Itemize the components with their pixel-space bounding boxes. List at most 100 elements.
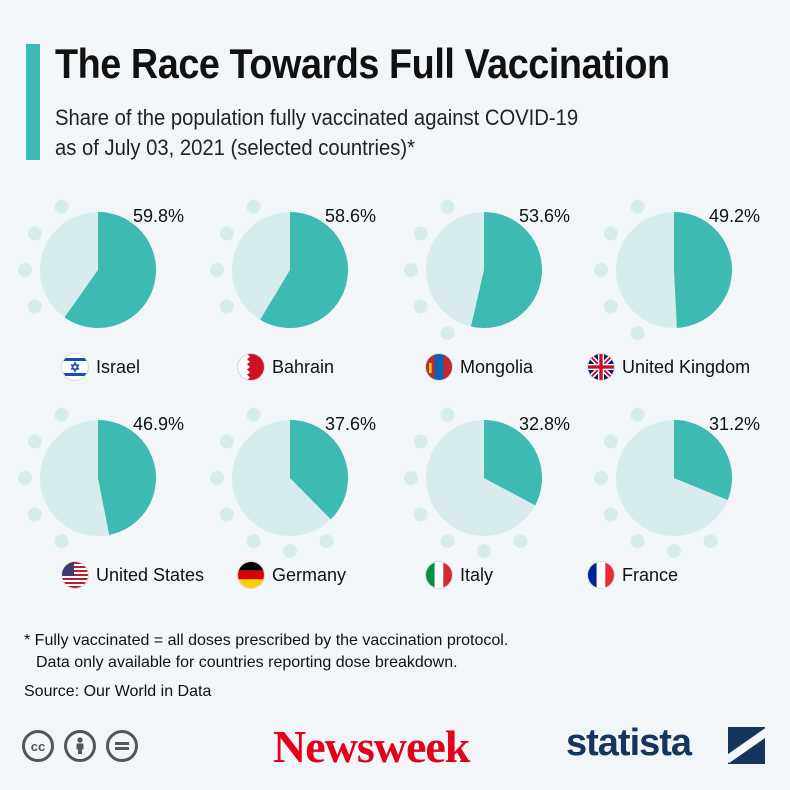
no-derivatives-icon[interactable]: [106, 730, 138, 762]
vaccination-pie-charts: 59.8% 58.6% 53.6% 49.2% 46.9% 37.6% 32.8% 31.2%: [18, 199, 760, 558]
decorative-dot: [246, 199, 261, 214]
decorative-dot: [603, 226, 618, 241]
decorative-dot: [404, 263, 418, 277]
data-label: 59.8%: [133, 206, 184, 226]
page-subtitle: Share of the population fully vaccinated…: [55, 103, 699, 163]
pie-germany: 37.6%: [210, 407, 376, 558]
accent-bar: [26, 44, 40, 160]
pie-slice-vaccinated: [98, 420, 157, 535]
decorative-dot: [319, 534, 334, 549]
pie-slice-vaccinated: [64, 212, 156, 328]
decorative-dot: [283, 544, 297, 558]
mongolia-flag: [426, 354, 452, 380]
pie-israel: 59.8%: [18, 199, 184, 328]
pie-slice-vaccinated: [260, 212, 348, 328]
country-name: United States: [96, 564, 205, 585]
country-name: United Kingdom: [622, 356, 751, 377]
decorative-dot: [603, 434, 618, 449]
decorative-dot: [630, 407, 645, 422]
country-label: United Kingdom: [588, 354, 750, 380]
italy-flag: [426, 562, 452, 588]
country-label: France: [588, 562, 678, 588]
decorative-dot: [513, 534, 528, 549]
decorative-dot: [246, 534, 261, 549]
decorative-dot: [210, 263, 224, 277]
newsweek-logo[interactable]: Newsweek: [273, 721, 470, 772]
decorative-dot: [603, 299, 618, 314]
attribution-icon[interactable]: [64, 730, 96, 762]
decorative-dot: [219, 434, 234, 449]
decorative-dot: [27, 299, 42, 314]
country-name: Italy: [460, 564, 494, 585]
data-label: 37.6%: [325, 414, 376, 434]
decorative-dot: [210, 471, 224, 485]
country-name: Germany: [272, 564, 347, 585]
bahrain-flag: [238, 354, 264, 380]
pie-slice-vaccinated: [470, 212, 542, 328]
decorative-dot: [27, 507, 42, 522]
decorative-dot: [413, 226, 428, 241]
country-label: Israel: [62, 354, 140, 380]
data-label: 58.6%: [325, 206, 376, 226]
pie-mongolia: 53.6%: [404, 199, 570, 341]
footnote: * Fully vaccinated = all doses prescribe…: [24, 630, 764, 674]
decorative-dot: [667, 544, 681, 558]
decorative-dot: [54, 199, 69, 214]
pie-united-kingdom: 49.2%: [594, 199, 760, 341]
footnote-line-1: * Fully vaccinated = all doses prescribe…: [24, 632, 509, 649]
country-label: Bahrain: [238, 354, 334, 380]
data-label: 53.6%: [519, 206, 570, 226]
country-label: Germany: [238, 562, 346, 588]
decorative-dot: [703, 534, 718, 549]
decorative-dot: [413, 299, 428, 314]
country-label: United States: [62, 562, 204, 588]
decorative-dot: [440, 407, 455, 422]
country-name: Bahrain: [272, 356, 335, 377]
decorative-dot: [18, 471, 32, 485]
pie-italy: 32.8%: [404, 407, 570, 558]
data-label: 31.2%: [709, 414, 760, 434]
decorative-dot: [219, 226, 234, 241]
decorative-dot: [219, 507, 234, 522]
data-label: 46.9%: [133, 414, 184, 434]
pie-slice-vaccinated: [674, 211, 733, 328]
decorative-dot: [630, 199, 645, 214]
france-flag: [588, 562, 614, 588]
page-title: The Race Towards Full Vaccination: [55, 40, 670, 87]
statista-logo-icon: [728, 727, 765, 764]
decorative-dot: [440, 199, 455, 214]
decorative-dot: [404, 471, 418, 485]
israel-flag: [62, 354, 88, 380]
pie-slice-vaccinated: [290, 420, 348, 520]
decorative-dot: [54, 534, 69, 549]
decorative-dot: [219, 299, 234, 314]
pie-slice-vaccinated: [674, 419, 732, 501]
germany-flag: [238, 562, 264, 588]
country-name: France: [622, 564, 679, 585]
pie-united-states: 46.9%: [18, 407, 184, 549]
decorative-dot: [27, 226, 42, 241]
data-label: 32.8%: [519, 414, 570, 434]
uk-flag: [588, 354, 614, 380]
decorative-dot: [18, 263, 32, 277]
decorative-dot: [603, 507, 618, 522]
subtitle-line-1: Share of the population fully vaccinated…: [55, 105, 579, 130]
decorative-dot: [594, 263, 608, 277]
statista-logo[interactable]: statista: [566, 722, 692, 764]
decorative-dot: [440, 534, 455, 549]
decorative-dot: [246, 407, 261, 422]
country-name: Israel: [96, 356, 141, 377]
license-icons: cc: [22, 730, 138, 762]
decorative-dot: [594, 471, 608, 485]
footnote-line-2: Data only available for countries report…: [36, 654, 458, 671]
country-label: Italy: [426, 562, 493, 588]
subtitle-line-2: as of July 03, 2021 (selected countries)…: [55, 135, 416, 160]
pie-slice-vaccinated: [484, 420, 543, 506]
decorative-dot: [413, 507, 428, 522]
pie-france: 31.2%: [594, 407, 760, 558]
decorative-dot: [54, 407, 69, 422]
data-label: 49.2%: [709, 206, 760, 226]
us-flag: [62, 562, 88, 588]
creative-commons-icon[interactable]: cc: [22, 730, 54, 762]
decorative-dot: [413, 434, 428, 449]
